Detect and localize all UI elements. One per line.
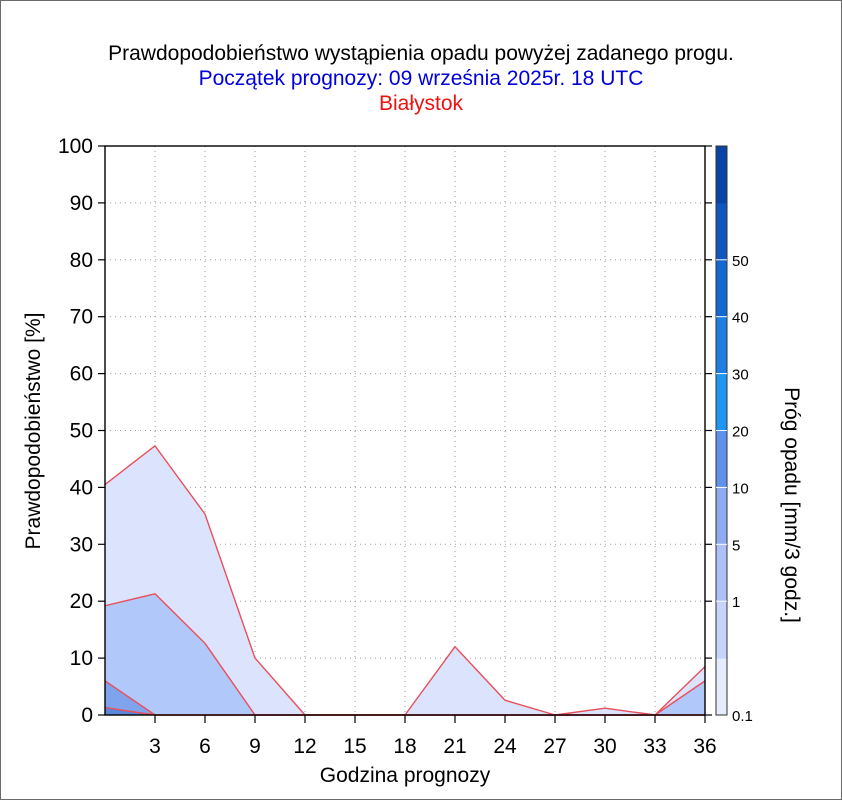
colorbar-tick-label: 10 xyxy=(732,480,749,497)
x-tick-label: 12 xyxy=(293,735,316,758)
x-axis-label: Godzina prognozy xyxy=(320,764,491,787)
colorbar-band xyxy=(716,544,727,602)
x-tick-label: 6 xyxy=(199,735,211,758)
colorbar-label: Próg opadu [mm/3 godz.] xyxy=(780,387,803,623)
location-label: Białystok xyxy=(378,92,464,115)
x-tick-label: 21 xyxy=(443,735,466,758)
x-tick-label: 3 xyxy=(149,735,161,758)
y-tick-label: 20 xyxy=(70,590,93,613)
y-tick-label: 50 xyxy=(70,420,93,443)
colorbar-tick-label: 30 xyxy=(732,367,749,384)
y-tick-label: 0 xyxy=(81,704,93,727)
colorbar-tick-label: 20 xyxy=(732,424,749,441)
colorbar-tick-label: 50 xyxy=(732,253,749,270)
colorbar-band xyxy=(716,316,727,375)
colorbar-tick-label: 5 xyxy=(732,537,740,554)
colorbar-band xyxy=(716,601,727,659)
colorbar-band xyxy=(716,202,727,261)
y-tick-label: 10 xyxy=(70,647,93,670)
x-tick-label: 30 xyxy=(593,735,616,758)
x-tick-label: 18 xyxy=(393,735,416,758)
x-axis-ticks: 3 6 9 12 15 18 21 24 27 30 33 36 xyxy=(149,715,717,758)
x-tick-label: 9 xyxy=(249,735,261,758)
colorbar-tick-label: 40 xyxy=(732,310,749,327)
area-threshold-1 xyxy=(105,593,705,715)
y-tick-label: 70 xyxy=(70,306,93,329)
colorbar-tick-label: 0.1 xyxy=(732,708,753,725)
y-axis-ticks: 0 10 20 30 40 50 60 70 80 90 100 xyxy=(58,135,712,727)
colorbar: 0.1 1 5 10 20 30 40 50 xyxy=(715,145,753,725)
y-tick-label: 100 xyxy=(58,135,93,158)
y-tick-label: 30 xyxy=(70,533,93,556)
x-tick-label: 36 xyxy=(693,735,716,758)
y-tick-label: 60 xyxy=(70,363,93,386)
x-tick-label: 15 xyxy=(343,735,366,758)
x-tick-label: 33 xyxy=(643,735,666,758)
x-tick-label: 24 xyxy=(493,735,517,758)
colorbar-band xyxy=(716,259,727,318)
x-tick-label: 27 xyxy=(543,735,566,758)
y-tick-label: 90 xyxy=(70,192,93,215)
y-axis-label: Prawdopodobieństwo [%] xyxy=(22,313,45,550)
y-tick-label: 40 xyxy=(70,476,93,499)
chart-subtitle: Początek prognozy: 09 września 2025r. 18… xyxy=(198,67,644,90)
colorbar-band xyxy=(716,146,727,204)
colorbar-band xyxy=(716,430,727,488)
y-tick-label: 80 xyxy=(70,249,93,272)
colorbar-tick-label: 1 xyxy=(732,594,740,611)
series-areas xyxy=(105,445,705,715)
colorbar-band xyxy=(716,373,727,431)
colorbar-band xyxy=(716,658,727,716)
colorbar-band xyxy=(716,487,727,545)
chart-title: Prawdopodobieństwo wystąpienia opadu pow… xyxy=(108,42,734,65)
